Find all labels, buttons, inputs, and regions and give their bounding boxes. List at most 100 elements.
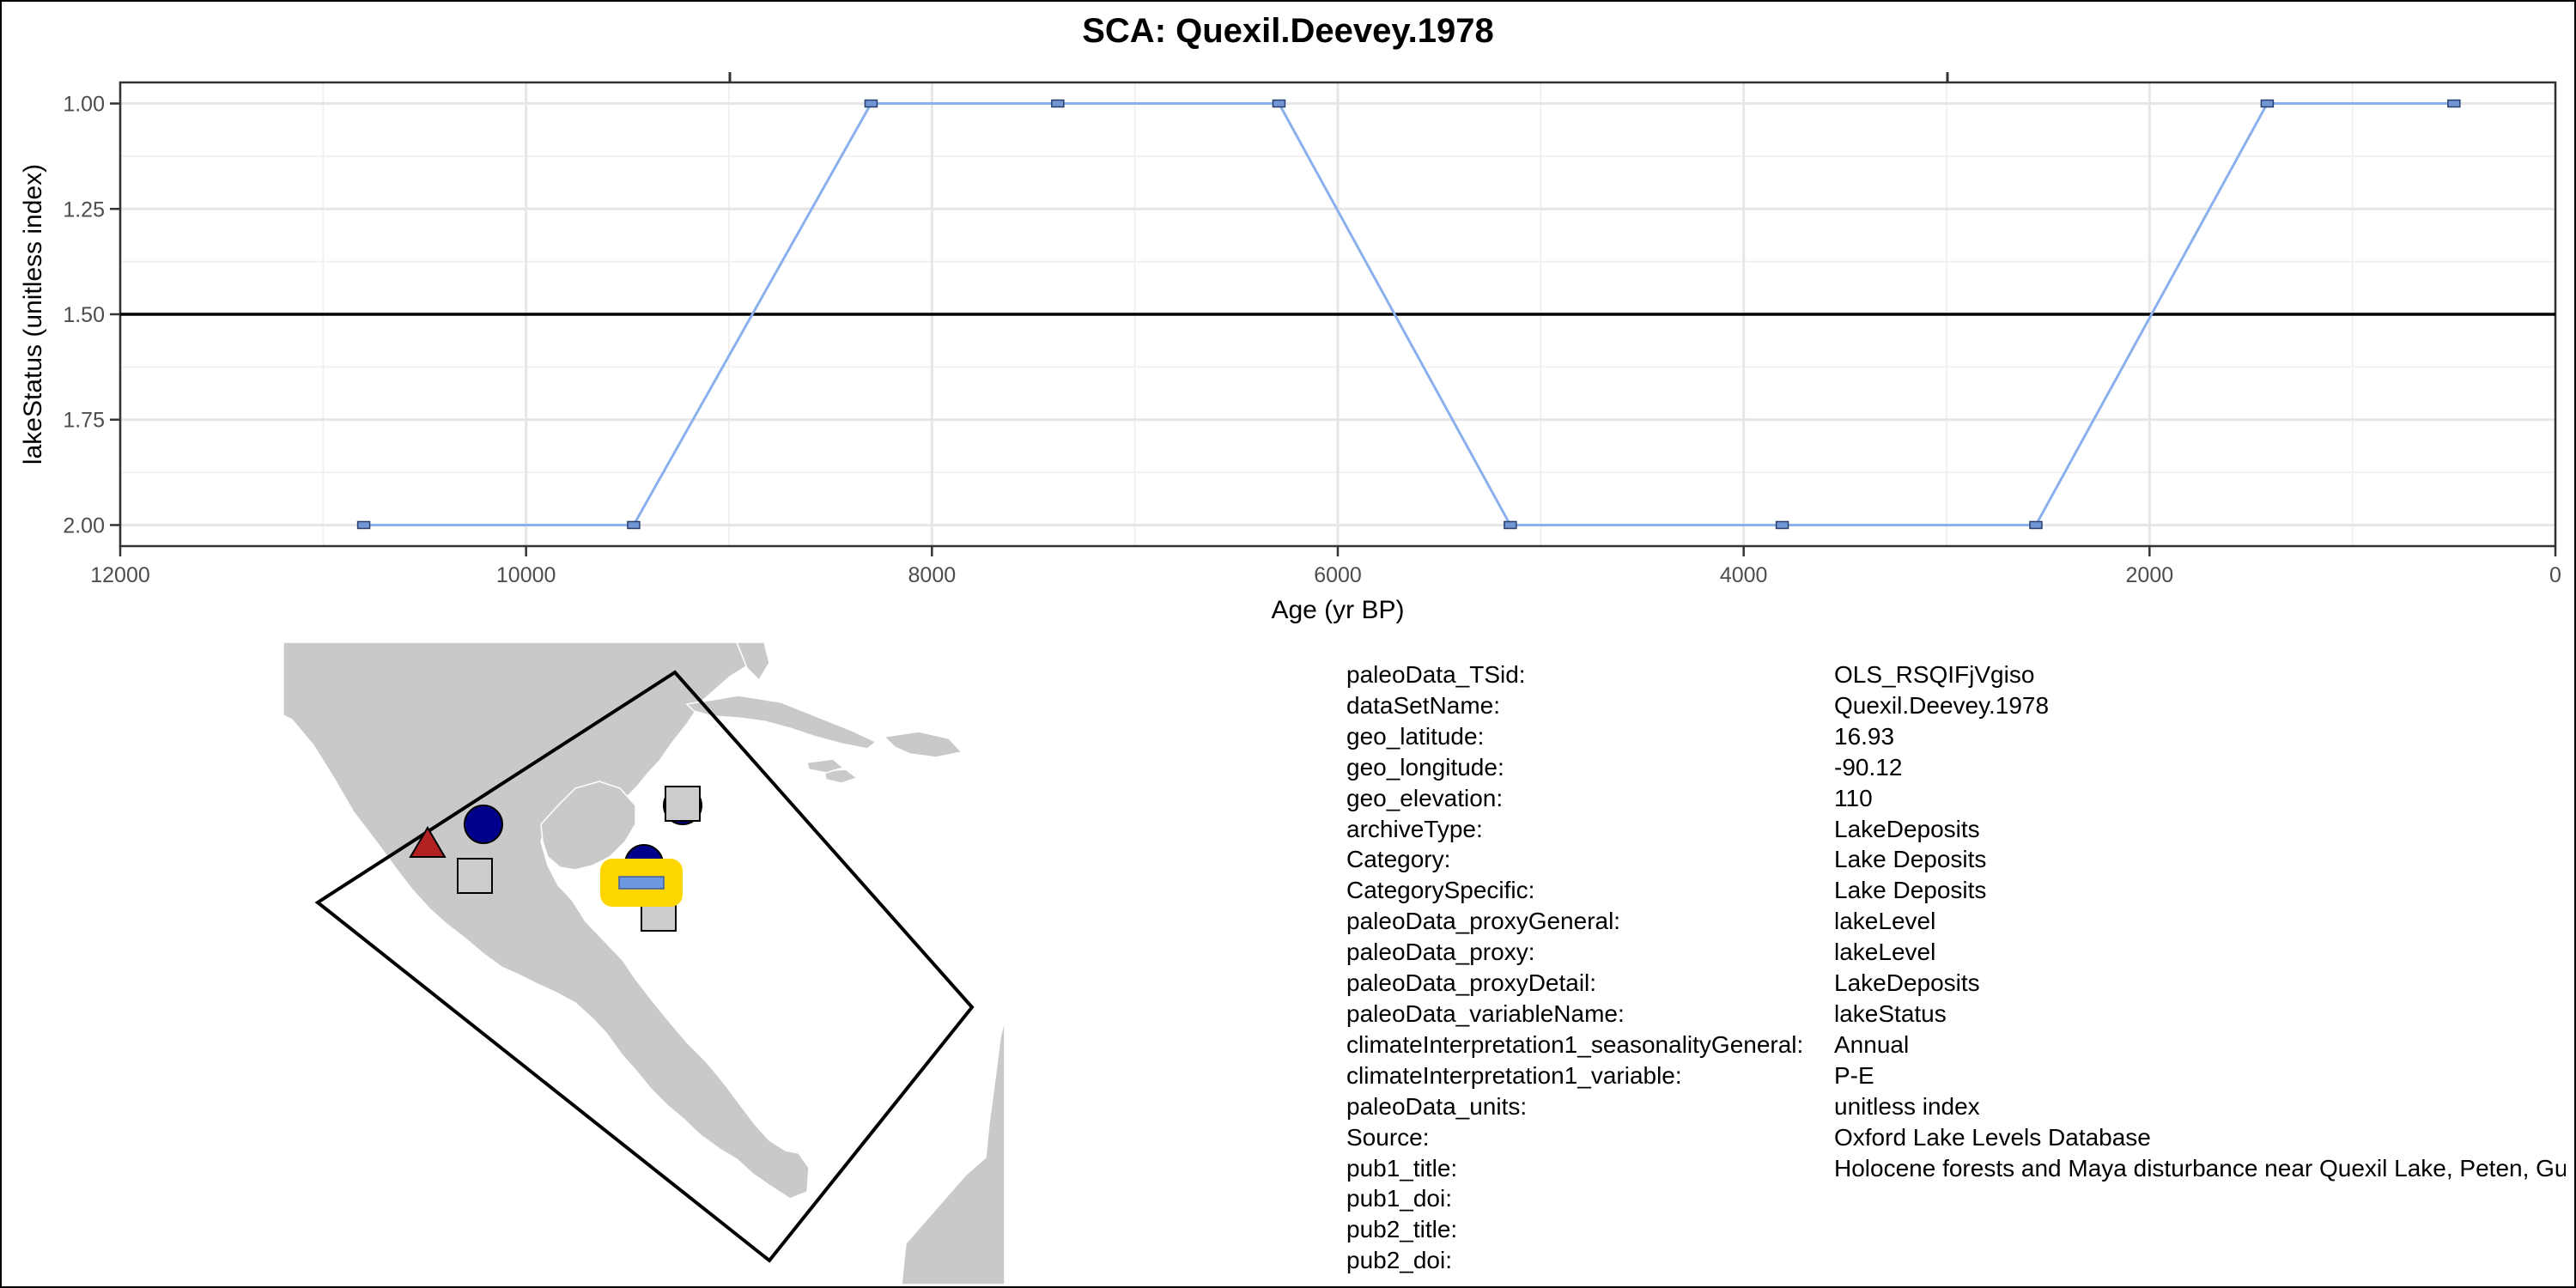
metadata-key: archiveType: xyxy=(1346,815,1483,842)
metadata-value xyxy=(1834,1245,2566,1276)
data-point xyxy=(2447,99,2461,108)
data-point xyxy=(1775,520,1789,530)
metadata-value: unitless index xyxy=(1834,1092,1980,1120)
metadata-key: Source: xyxy=(1346,1123,1430,1151)
data-point xyxy=(1504,520,1517,530)
metadata-row: pub1_doi: xyxy=(1346,1183,2566,1214)
data-point xyxy=(2029,520,2043,530)
metadata-row: climateInterpretation1_seasonalityGenera… xyxy=(1346,1030,2566,1060)
metadata-key: geo_longitude: xyxy=(1346,753,1504,781)
metadata-key: climateInterpretation1_variable: xyxy=(1346,1061,1682,1089)
x-tick-label: 8000 xyxy=(908,563,957,587)
map-markers xyxy=(409,786,702,932)
metadata-row: paleoData_TSid: OLS_RSQIFjVgiso xyxy=(1346,659,2566,690)
metadata-row: paleoData_proxyGeneral: lakeLevel xyxy=(1346,906,2566,937)
metadata-row: pub2_doi: xyxy=(1346,1245,2566,1276)
data-point xyxy=(356,520,371,530)
metadata-row: Source: Oxford Lake Levels Database xyxy=(1346,1122,2566,1153)
metadata-value: 110 xyxy=(1834,784,1873,811)
data-point xyxy=(1272,99,1286,108)
metadata-key: Category: xyxy=(1346,846,1451,873)
y-tick-label: 1.00 xyxy=(63,93,105,117)
metadata-key: paleoData_variableName: xyxy=(1346,999,1625,1027)
metadata-value: lakeLevel xyxy=(1834,939,1936,966)
metadata-value: Lake Deposits xyxy=(1834,846,1987,873)
metadata-key: paleoData_proxyGeneral: xyxy=(1346,908,1621,935)
metadata-row: dataSetName: Quexil.Deevey.1978 xyxy=(1346,690,2566,721)
metadata-row: paleoData_variableName: lakeStatus xyxy=(1346,999,2566,1030)
metadata-value: Holocene forests and Maya disturbance ne… xyxy=(1834,1154,2566,1182)
data-point xyxy=(627,520,641,530)
series-line xyxy=(363,102,2454,526)
metadata-key: dataSetName: xyxy=(1346,691,1500,719)
metadata-value: P-E xyxy=(1834,1061,1874,1089)
x-tick-label: 2000 xyxy=(2126,563,2174,587)
data-point xyxy=(2260,99,2275,108)
metadata-value: 16.93 xyxy=(1834,722,1895,750)
land-shape xyxy=(883,731,963,758)
metadata-key: pub2_title: xyxy=(1346,1216,1458,1243)
metadata-value: Lake Deposits xyxy=(1834,877,1987,904)
site-marker-circle xyxy=(464,805,503,844)
metadata-row: geo_latitude: 16.93 xyxy=(1346,721,2566,752)
y-tick-label: 1.75 xyxy=(63,409,105,433)
metadata-key: pub1_doi: xyxy=(1346,1185,1453,1212)
metadata-key: pub2_doi: xyxy=(1346,1247,1453,1274)
metadata-value: lakeStatus xyxy=(1834,999,1947,1027)
land-shape xyxy=(685,695,878,750)
metadata-row: pub1_title: Holocene forests and Maya dis… xyxy=(1346,1153,2566,1184)
timeseries-chart: 12000 10000 8000 6000 4000 2000 0 1.00 1.25 1.50 1… xyxy=(19,72,2561,624)
land-shape xyxy=(540,781,636,871)
metadata-key: paleoData_proxyDetail: xyxy=(1346,969,1597,997)
land-shape xyxy=(806,758,845,774)
metadata-key: geo_elevation: xyxy=(1346,784,1504,811)
data-point xyxy=(1051,99,1065,108)
metadata-row: Category: Lake Deposits xyxy=(1346,844,2566,875)
site-marker-triangle xyxy=(409,826,447,858)
metadata-value xyxy=(1834,1183,2566,1214)
metadata-row: paleoData_units: unitless index xyxy=(1346,1091,2566,1122)
metadata-key: paleoData_proxy: xyxy=(1346,939,1535,966)
metadata-key: pub1_title: xyxy=(1346,1154,1458,1182)
metadata-value xyxy=(1834,1214,2566,1245)
metadata-value: Oxford Lake Levels Database xyxy=(1834,1123,2151,1151)
metadata-row: CategorySpecific: Lake Deposits xyxy=(1346,875,2566,906)
metadata-value: -90.12 xyxy=(1834,753,1903,781)
y-tick-label: 1.25 xyxy=(63,197,105,222)
x-tick-label: 12000 xyxy=(90,563,150,587)
metadata-key: paleoData_units: xyxy=(1346,1092,1528,1120)
chart-title: SCA: Quexil.Deevey.1978 xyxy=(1082,12,1494,50)
map-landmass xyxy=(283,642,1005,1285)
y-axis-title: lakeStatus (unitless index) xyxy=(19,164,47,465)
x-tick-label: 4000 xyxy=(1720,563,1768,587)
metadata-row: paleoData_proxy: lakeLevel xyxy=(1346,937,2566,968)
current-site-marker xyxy=(618,876,665,890)
metadata-key: paleoData_TSid: xyxy=(1346,661,1526,688)
data-point xyxy=(864,99,878,108)
metadata-value: LakeDeposits xyxy=(1834,815,1980,842)
series-layer xyxy=(120,99,2555,530)
x-tick-label: 0 xyxy=(2549,563,2561,587)
land-shape xyxy=(901,1019,1005,1285)
metadata-value: Annual xyxy=(1834,1030,1910,1058)
metadata-row: geo_longitude: -90.12 xyxy=(1346,752,2566,783)
x-axis-title: Age (yr BP) xyxy=(1271,596,1404,624)
y-tick-label: 2.00 xyxy=(63,513,105,538)
labels-layer: 12000 10000 8000 6000 4000 2000 0 1.00 1.25 1.50 1… xyxy=(19,93,2561,624)
site-marker-square xyxy=(457,858,493,894)
metadata-key: geo_latitude: xyxy=(1346,722,1485,750)
metadata-table: paleoData_TSid: OLS_RSQIFjVgiso dataSetNam… xyxy=(1346,659,2566,1276)
y-tick-label: 1.50 xyxy=(63,303,105,327)
metadata-row: pub2_title: xyxy=(1346,1214,2566,1245)
metadata-value: lakeLevel xyxy=(1834,908,1936,935)
region-boundary xyxy=(314,670,975,1263)
metadata-value: Quexil.Deevey.1978 xyxy=(1834,691,2050,719)
metadata-row: geo_elevation: 110 xyxy=(1346,783,2566,814)
metadata-value: OLS_RSQIFjVgiso xyxy=(1834,661,2035,688)
metadata-key: CategorySpecific: xyxy=(1346,877,1535,904)
metadata-row: archiveType: LakeDeposits xyxy=(1346,814,2566,845)
metadata-row: climateInterpretation1_variable: P-E xyxy=(1346,1060,2566,1091)
site-marker-square xyxy=(665,786,701,822)
location-map xyxy=(283,642,1005,1285)
